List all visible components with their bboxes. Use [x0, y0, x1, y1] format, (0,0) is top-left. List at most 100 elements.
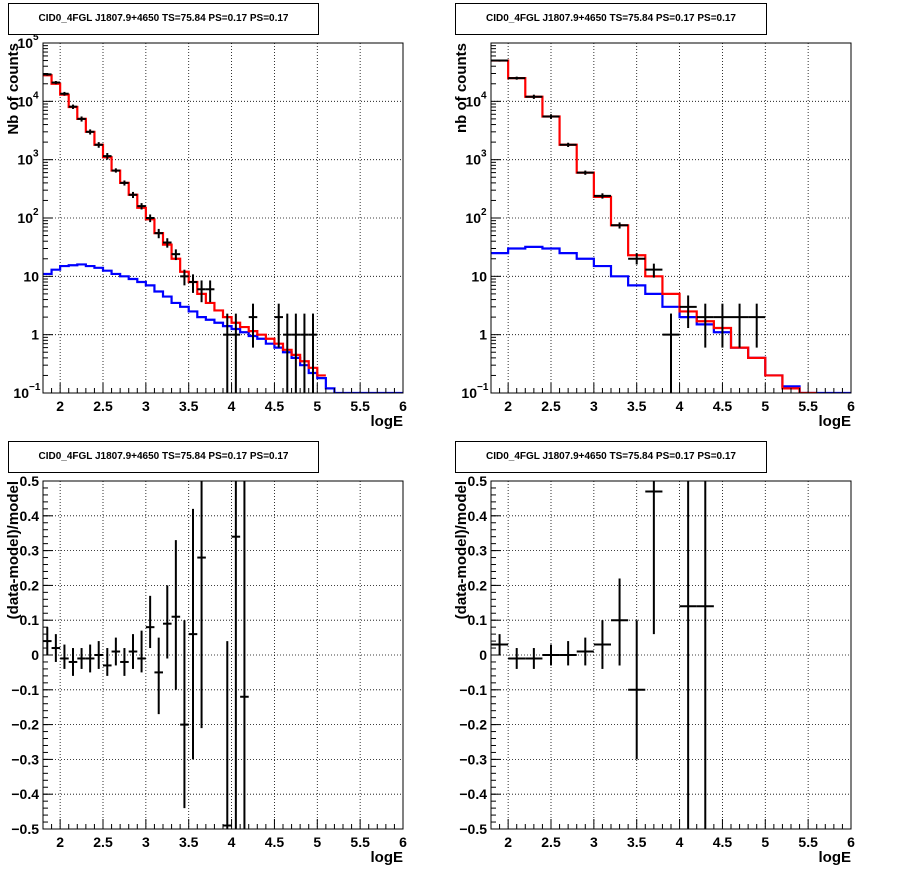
- series-total-model: [491, 59, 817, 393]
- x-tick-label: 2.5: [93, 834, 113, 850]
- y-tick-exponent: −1: [29, 382, 41, 393]
- data-point: [611, 222, 629, 229]
- data-point: [576, 637, 594, 666]
- data-point: [197, 481, 206, 729]
- y-tick-label: 0.5: [20, 473, 40, 489]
- y-tick-label: 1: [479, 327, 487, 343]
- data-point: [231, 313, 241, 393]
- data-point: [593, 193, 611, 199]
- data-point: [223, 313, 232, 393]
- data-point: [111, 637, 121, 666]
- data-point: [525, 648, 543, 669]
- data-point: [731, 303, 749, 348]
- series-data-points: [491, 481, 714, 829]
- data-point: [274, 303, 283, 348]
- data-point: [559, 142, 577, 147]
- x-tick-label: 6: [399, 834, 407, 850]
- x-tick-label: 2: [56, 834, 64, 850]
- data-point: [491, 634, 509, 655]
- title-box-counts-right: CID0_4FGL J1807.9+4650 TS=75.84 PS=0.17 …: [455, 3, 767, 35]
- series-data-points: [43, 73, 318, 393]
- x-tick-label: 2: [504, 398, 512, 414]
- data-point: [645, 263, 663, 278]
- data-point: [593, 620, 611, 669]
- data-point: [163, 585, 172, 659]
- x-tick-label: 2.5: [93, 398, 113, 414]
- x-tick-label: 5: [761, 398, 769, 414]
- data-point: [51, 634, 61, 662]
- data-point: [508, 648, 526, 669]
- x-tick-label: 5.5: [350, 398, 370, 414]
- data-point: [163, 238, 172, 248]
- y-axis-title: nb of counts: [453, 43, 470, 133]
- y-tick-label: 0: [31, 647, 39, 663]
- data-point: [291, 313, 301, 393]
- series-data-points: [491, 59, 766, 393]
- data-point: [180, 269, 189, 286]
- data-point: [120, 180, 129, 186]
- y-tick-exponent: 2: [481, 207, 487, 218]
- data-point: [68, 648, 78, 676]
- data-point: [188, 508, 198, 760]
- x-axis-title: logE: [819, 413, 852, 430]
- x-tick-label: 4.5: [713, 834, 733, 850]
- y-tick-label: −0.1: [11, 682, 39, 698]
- title-box-residual-right: CID0_4FGL J1807.9+4650 TS=75.84 PS=0.17 …: [455, 441, 767, 473]
- x-tick-label: 2.5: [541, 398, 561, 414]
- x-tick-label: 3.5: [179, 398, 199, 414]
- x-tick-label: 3: [590, 834, 598, 850]
- data-point: [85, 129, 95, 135]
- y-tick-label: −0.5: [11, 821, 39, 837]
- x-tick-label: 3.5: [627, 398, 647, 414]
- x-tick-label: 3: [590, 398, 598, 414]
- data-point: [137, 203, 146, 210]
- x-tick-label: 4: [228, 834, 236, 850]
- y-tick-label: 10: [465, 210, 481, 226]
- data-point: [542, 114, 560, 119]
- data-point: [60, 91, 69, 96]
- x-tick-label: 2: [504, 834, 512, 850]
- x-tick-label: 2.5: [541, 834, 561, 850]
- x-tick-label: 6: [847, 398, 855, 414]
- data-point: [283, 313, 292, 393]
- data-point: [94, 641, 103, 669]
- data-point: [576, 170, 594, 175]
- data-point: [662, 313, 680, 393]
- x-tick-label: 3: [142, 834, 150, 850]
- y-tick-label: 10: [471, 268, 487, 284]
- data-point: [300, 313, 309, 393]
- y-tick-label: 0.3: [468, 543, 488, 559]
- panel-residual-left: 2 2.5 3 3.5 4 4.5 5 5.5 6 −0.5 −0.4 −0.3 −0.2 −0.1 0 0.…: [5, 473, 407, 866]
- y-tick-label: 10: [465, 93, 481, 109]
- y-tick-exponent: 4: [481, 90, 487, 101]
- y-tick-label: 0.4: [20, 508, 40, 524]
- y-tick-label: 10: [23, 268, 39, 284]
- y-tick-label: 0.3: [20, 543, 40, 559]
- data-point: [197, 280, 206, 303]
- data-point: [60, 644, 69, 669]
- x-tick-label: 4: [676, 398, 684, 414]
- data-point: [696, 481, 714, 829]
- y-tick-label: 10: [461, 385, 477, 401]
- y-tick-label: −0.3: [11, 751, 39, 767]
- data-point: [128, 191, 138, 199]
- data-point: [145, 214, 155, 223]
- data-point: [645, 481, 663, 635]
- x-tick-label: 4.5: [265, 398, 285, 414]
- x-tick-label: 6: [847, 834, 855, 850]
- data-point: [508, 76, 526, 80]
- title-box-counts-left: CID0_4FGL J1807.9+4650 TS=75.84 PS=0.17 …: [8, 3, 319, 35]
- data-point: [525, 94, 543, 99]
- y-tick-label: −0.2: [11, 717, 39, 733]
- data-point: [542, 644, 560, 666]
- data-point: [77, 116, 86, 122]
- data-point: [103, 153, 112, 160]
- data-point: [628, 620, 646, 760]
- series-background: [43, 263, 403, 393]
- data-point: [205, 280, 215, 303]
- y-tick-label: −0.4: [11, 786, 39, 802]
- y-tick-label: 0: [479, 647, 487, 663]
- y-tick-label: 0.4: [468, 508, 488, 524]
